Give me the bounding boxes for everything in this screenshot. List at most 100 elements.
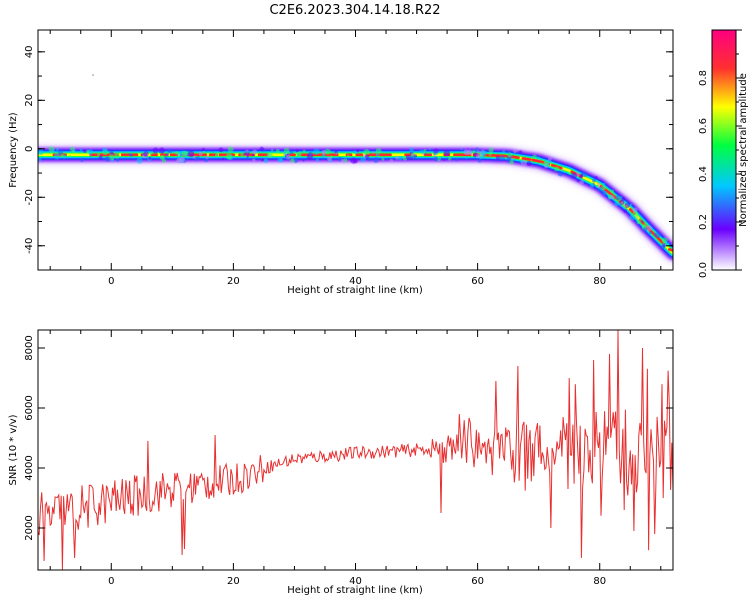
heatmap-speckle [222,158,224,160]
heatmap-speckle [636,220,640,224]
heatmap-speckle [102,148,107,153]
heatmap-speckle [97,153,100,156]
heatmap-speckle [382,158,385,161]
heatmap-speckle [558,171,563,176]
heatmap-speckle [532,154,536,158]
heatmap-speckle [395,156,399,160]
heatmap-speckle [373,157,379,163]
heatmap-speckle [296,152,302,158]
heatmap-speckle [654,233,657,236]
heatmap-speckle [264,159,269,164]
heatmap-speckle [365,155,369,159]
heatmap-speckle [537,156,541,160]
colorbar-tick-label: 0.8 [698,70,709,86]
heatmap-speckle [228,146,234,152]
heatmap-speckle [245,149,248,152]
snr-x-tick-label: 60 [471,576,484,587]
heatmap-speckle [614,201,619,206]
heatmap-speckle [568,172,571,175]
heatmap-speckle [360,157,365,162]
snr-x-tick-label: 0 [108,576,114,587]
heatmap-speckle [455,159,458,162]
colorbar-tick-label: 0.6 [698,118,709,134]
heatmap-speckle [278,157,283,162]
heatmap-speckle [630,204,632,206]
heatmap-speckle [80,148,83,151]
heatmap-speckle [448,157,451,160]
heatmap-x-tick-label: 20 [227,276,240,287]
heatmap-speckle [347,154,349,156]
heatmap-speckle [284,148,290,154]
heatmap-speckle [83,149,87,153]
heatmap-speckle [580,180,584,184]
heatmap-x-tick-label: 80 [593,276,606,287]
heatmap-speckle [368,158,372,162]
colorbar-gradient [712,30,736,270]
heatmap-speckle [433,148,438,153]
heatmap-speckle [153,147,159,153]
snr-y-tick-label: 4000 [24,455,35,480]
heatmap-speckle [182,151,188,157]
heatmap-speckle [543,161,548,166]
heatmap-speckle [252,154,254,156]
heatmap-peak-segment [513,157,518,158]
heatmap-speckle [611,195,615,199]
heatmap-speckle [376,148,382,154]
heatmap-speckle [303,150,306,153]
heatmap-speckle [433,157,438,162]
heatmap-speckle [513,149,517,153]
heatmap-speckle [592,179,596,183]
heatmap-speckle [226,153,232,159]
heatmap-y-tick-label: 20 [24,94,35,107]
heatmap-speckle [615,195,620,200]
heatmap-speckle [143,151,149,157]
heatmap-speckle [267,152,273,158]
heatmap-speckle [410,154,416,160]
heatmap-speckle [663,245,665,247]
heatmap-speckle [116,158,119,161]
heatmap-speckle [461,148,463,150]
heatmap-speckle [252,149,257,154]
heatmap-speckle [52,149,55,152]
heatmap-speckle [601,186,606,191]
heatmap-speckle [148,157,151,160]
heatmap-speckle [554,166,559,171]
heatmap-x-tick-label: 0 [108,276,114,287]
heatmap-speckle [350,157,356,163]
heatmap-speckle [38,149,44,155]
heatmap-speckle [290,158,295,163]
heatmap-speckle [322,154,326,158]
heatmap-y-tick-label: -20 [24,189,35,205]
heatmap-x-tick-label: 60 [471,276,484,287]
heatmap-speckle [137,158,143,164]
heatmap-y-tick-label: 0 [24,146,35,152]
heatmap-speckle [511,158,513,160]
heatmap-speckle [548,157,552,161]
heatmap-speckle [478,159,482,163]
heatmap-speckle [316,159,319,162]
heatmap-speckle [488,152,491,155]
heatmap-speckle [203,151,205,153]
heatmap-speckle [160,155,165,160]
heatmap-speckle [619,200,624,205]
heatmap-speckle [602,192,605,195]
heatmap-speckle [489,148,494,153]
heatmap-speckle [662,237,668,243]
heatmap-speckle [611,190,614,193]
heatmap-speckle [356,149,359,152]
colorbar: 0.00.20.40.60.8 Normalized spectral ampl… [698,30,749,278]
heatmap-speckle [637,216,639,218]
heatmap-speckle [290,150,294,154]
heatmap-speckle [68,155,70,157]
heatmap-speckle [259,147,263,151]
heatmap-speckle [500,155,505,160]
heatmap-speckle [89,154,92,157]
heatmap-y-tick-label: -40 [24,238,35,254]
heatmap-speckle [187,153,190,156]
heatmap-speckle [276,149,280,153]
heatmap-speckle [443,159,445,161]
heatmap-speckle [594,176,597,179]
heatmap-speckle [444,150,450,156]
